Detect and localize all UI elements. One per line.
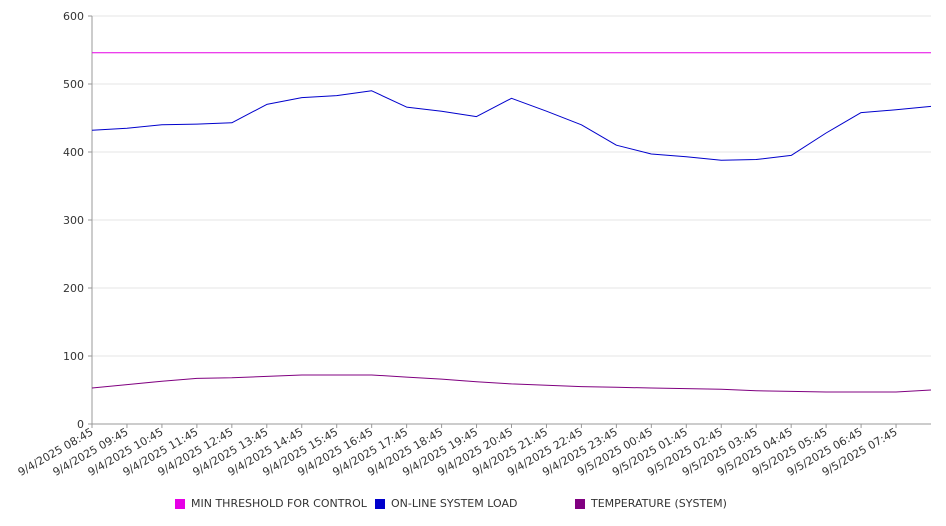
y-tick-label: 600 xyxy=(63,10,84,23)
legend-item-system-load[interactable]: ON-LINE SYSTEM LOAD xyxy=(375,497,517,510)
legend-label: ON-LINE SYSTEM LOAD xyxy=(391,497,518,510)
y-axis-tick-labels: 0 100 200 300 400 500 600 xyxy=(63,10,84,431)
y-tick-label: 0 xyxy=(77,418,84,431)
legend: MIN THRESHOLD FOR CONTROL ON-LINE SYSTEM… xyxy=(0,497,946,515)
y-tick-label: 500 xyxy=(63,78,84,91)
grid-lines xyxy=(92,15,931,357)
legend-item-min-threshold[interactable]: MIN THRESHOLD FOR CONTROL xyxy=(175,497,367,510)
legend-swatch-icon xyxy=(175,498,185,509)
legend-swatch-icon xyxy=(575,498,585,509)
y-tick-label: 400 xyxy=(63,146,84,159)
legend-item-temperature[interactable]: TEMPERATURE (SYSTEM) xyxy=(575,497,727,510)
y-tick-label: 300 xyxy=(63,214,84,227)
series-line-3 xyxy=(91,374,932,393)
axes xyxy=(88,15,931,428)
y-tick-label: 200 xyxy=(63,282,84,295)
legend-swatch-icon xyxy=(375,498,385,509)
legend-label: MIN THRESHOLD FOR CONTROL xyxy=(191,497,367,510)
y-tick-label: 100 xyxy=(63,350,84,363)
series-line-2 xyxy=(91,90,932,161)
legend-label: TEMPERATURE (SYSTEM) xyxy=(591,497,727,510)
x-axis-tick-labels: 9/4/2025 08:459/4/2025 09:459/4/2025 10:… xyxy=(16,425,900,479)
series-lines xyxy=(91,52,932,393)
